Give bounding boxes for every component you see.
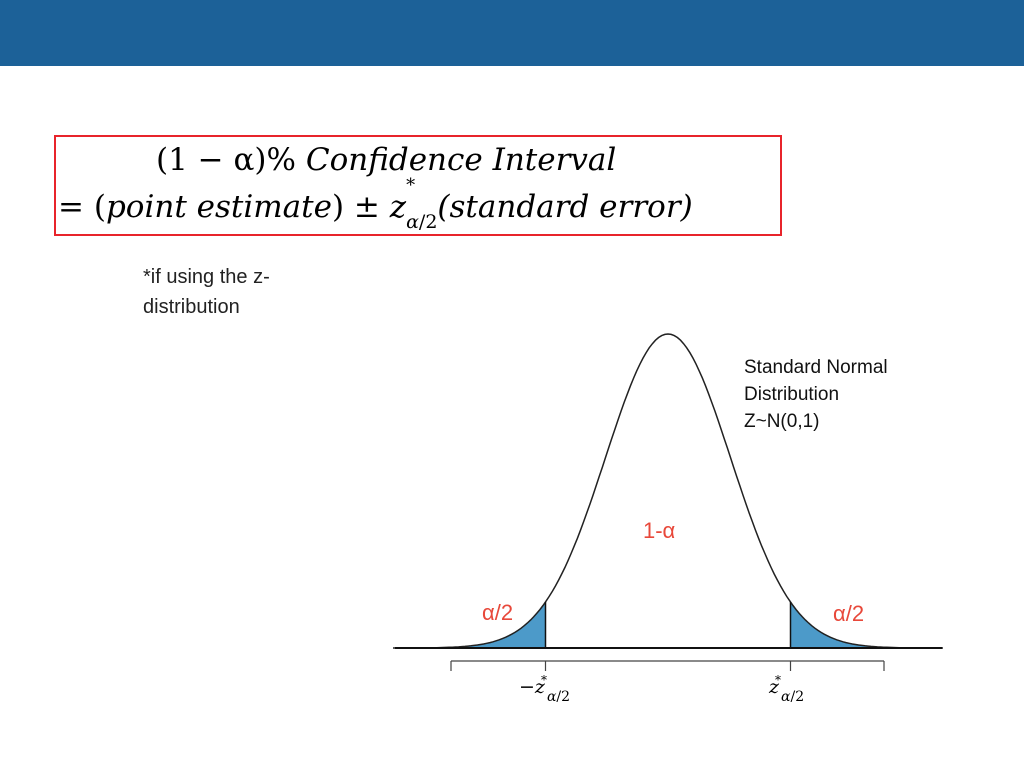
axis-neg-sub-alpha: α: [546, 689, 557, 705]
formula-line-1: (1 − α)% Confidence Interval: [156, 142, 736, 178]
axis-neg-prefix: −z: [519, 676, 545, 698]
axis-label-positive-z: z* α/2: [769, 673, 804, 705]
formula-z-sub-den: /2: [418, 211, 438, 233]
left-tail-area: [393, 602, 546, 648]
formula-title: Confidence Interval: [305, 142, 617, 178]
formula-point-estimate: point estimate: [105, 189, 332, 225]
formula-z-sub-alpha: α: [406, 211, 419, 233]
formula-standard-error: (standard error): [437, 189, 693, 225]
formula-lead: (1 − α)%: [156, 142, 306, 178]
formula-line-2: = (point estimate) ± z * α/2(standard erro…: [58, 175, 780, 233]
axis-neg-sub: α/2: [547, 689, 570, 705]
axis-pos-sub-alpha: α: [781, 689, 791, 705]
distribution-label-line-2: Distribution: [744, 384, 840, 405]
formula-z: z: [389, 189, 407, 225]
distribution-label-line-1: Standard Normal: [744, 357, 888, 378]
distribution-label: Standard Normal Distribution Z~N(0,1): [744, 354, 944, 435]
formula-equals: = (: [58, 189, 106, 225]
axis-label-negative-z: −z*α/2: [519, 673, 570, 705]
center-area-label: 1-α: [643, 518, 676, 543]
formula-z-star: *: [406, 175, 416, 196]
header-bar: [0, 0, 1024, 66]
formula-z-subscript: α/2: [406, 211, 437, 233]
axis-pos-sub-den: /2: [790, 689, 805, 705]
formula-plus-minus: ) ±: [331, 189, 390, 225]
left-tail-label: α/2: [482, 600, 514, 625]
formula-z-critical: z * α/2: [389, 175, 438, 233]
footnote-text: *if using the z-distribution: [143, 266, 270, 318]
distribution-label-line-3: Z~N(0,1): [744, 411, 820, 432]
axis-neg-sub-den: /2: [556, 689, 571, 705]
right-tail-area: [790, 602, 943, 648]
axis-pos-star: *: [775, 673, 782, 687]
axis-pos-sub: α/2: [781, 689, 804, 705]
axis-neg-star: *: [540, 673, 547, 687]
axis-pos-prefix: z: [769, 676, 780, 698]
confidence-interval-formula-box: (1 − α)% Confidence Interval = (point es…: [54, 135, 782, 236]
right-tail-label: α/2: [833, 601, 865, 626]
